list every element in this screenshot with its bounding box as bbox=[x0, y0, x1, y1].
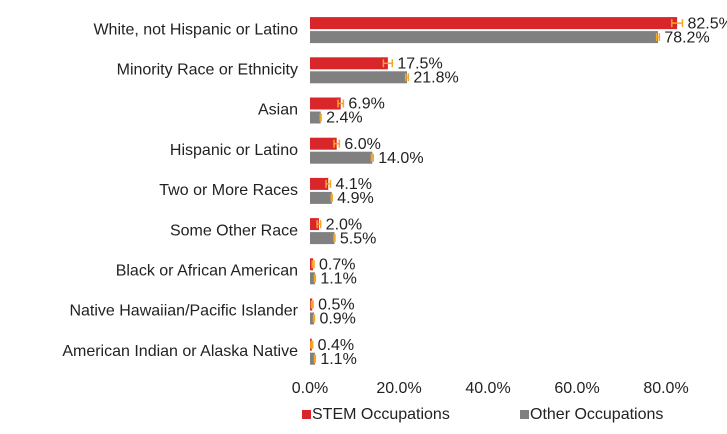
bar bbox=[310, 137, 337, 150]
legend-label: Other Occupations bbox=[530, 406, 663, 423]
x-tick-label: 80.0% bbox=[643, 380, 688, 397]
error-bar bbox=[310, 300, 314, 309]
data-label: 6.9% bbox=[348, 96, 384, 113]
legend-swatch bbox=[302, 410, 311, 419]
bar bbox=[310, 17, 678, 30]
category-label: Two or More Races bbox=[159, 182, 298, 199]
error-bar bbox=[312, 314, 316, 323]
legend-label: STEM Occupations bbox=[312, 406, 450, 423]
category-label: Asian bbox=[258, 102, 298, 119]
bar bbox=[310, 111, 321, 124]
data-label: 21.8% bbox=[413, 70, 458, 87]
bar bbox=[310, 151, 373, 164]
bar bbox=[310, 218, 319, 231]
data-label: 17.5% bbox=[397, 56, 442, 73]
error-bar bbox=[337, 99, 345, 108]
error-bar bbox=[311, 260, 315, 269]
error-bar bbox=[333, 139, 341, 148]
category-label: Hispanic or Latino bbox=[170, 142, 298, 159]
bar bbox=[310, 57, 388, 70]
error-bar bbox=[655, 33, 661, 42]
data-label: 82.5% bbox=[687, 15, 727, 32]
bar bbox=[310, 71, 408, 84]
error-bar bbox=[313, 354, 317, 363]
data-label: 0.7% bbox=[319, 257, 355, 274]
error-bar bbox=[319, 113, 322, 122]
data-label: 6.0% bbox=[344, 136, 380, 153]
data-label: 5.5% bbox=[340, 230, 376, 247]
error-bar bbox=[325, 179, 332, 188]
error-bar bbox=[313, 274, 317, 283]
data-label: 4.9% bbox=[337, 190, 373, 207]
legend-swatch bbox=[520, 410, 529, 419]
data-label: 2.4% bbox=[326, 110, 362, 127]
bar bbox=[310, 232, 335, 245]
bar bbox=[310, 352, 315, 365]
data-label: 78.2% bbox=[664, 29, 709, 46]
x-tick-label: 0.0% bbox=[292, 380, 328, 397]
category-label: Some Other Race bbox=[170, 222, 298, 239]
category-label: White, not Hispanic or Latino bbox=[93, 21, 298, 38]
x-tick-label: 20.0% bbox=[376, 380, 421, 397]
error-bar bbox=[310, 340, 314, 349]
error-bar bbox=[316, 220, 322, 229]
error-bar bbox=[370, 153, 374, 162]
category-label: Minority Race or Ethnicity bbox=[117, 62, 298, 79]
x-tick-label: 60.0% bbox=[554, 380, 599, 397]
bar bbox=[310, 312, 315, 325]
data-label: 4.1% bbox=[335, 176, 371, 193]
category-label: American Indian or Alaska Native bbox=[62, 343, 298, 360]
bar bbox=[310, 191, 332, 204]
category-label: Black or African American bbox=[116, 263, 298, 280]
x-tick-label: 40.0% bbox=[465, 380, 510, 397]
category-label: Native Hawaiian/Pacific Islander bbox=[69, 303, 298, 320]
data-label: 1.1% bbox=[320, 351, 356, 368]
bar bbox=[310, 272, 315, 285]
error-bar bbox=[404, 73, 410, 82]
data-label: 1.1% bbox=[320, 271, 356, 288]
data-label: 0.4% bbox=[318, 337, 354, 354]
bar bbox=[310, 31, 658, 44]
bar bbox=[310, 177, 329, 190]
data-label: 2.0% bbox=[326, 216, 362, 233]
error-bar bbox=[330, 193, 333, 202]
data-label: 0.5% bbox=[318, 297, 354, 314]
data-label: 14.0% bbox=[378, 150, 423, 167]
error-bar bbox=[333, 234, 336, 243]
data-label: 0.9% bbox=[319, 311, 355, 328]
error-bar bbox=[382, 59, 394, 68]
error-bar bbox=[671, 19, 684, 28]
bar bbox=[310, 97, 341, 110]
